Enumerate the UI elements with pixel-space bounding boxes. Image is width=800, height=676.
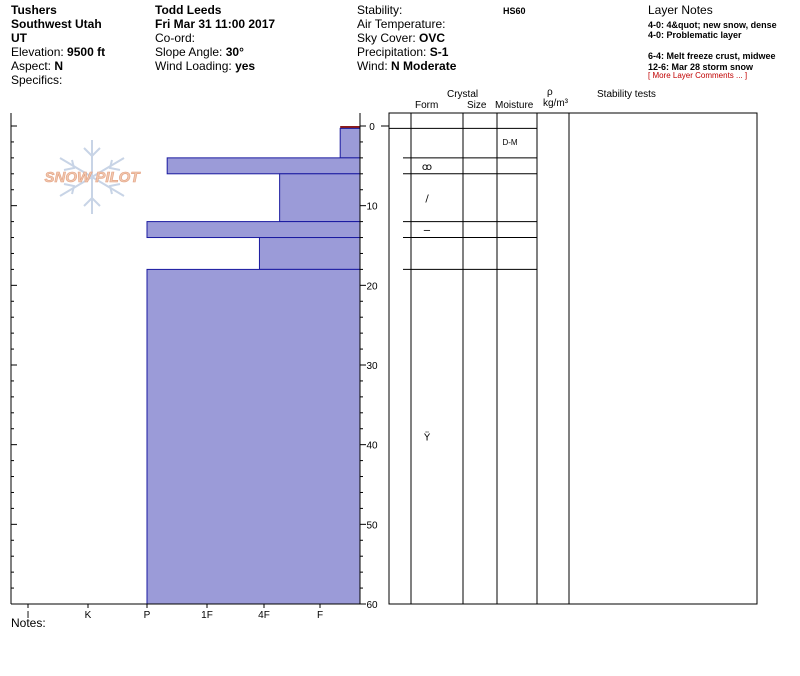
slope-label: Slope Angle: (155, 45, 223, 59)
wind-loading-label: Wind Loading: (155, 59, 232, 73)
precipitation: Precipitation: S-1 (357, 45, 448, 59)
layer-bar (146, 268, 361, 605)
layer-note: 6-4: Melt freeze crust, midwee (648, 51, 776, 61)
surface-layer-bar (340, 126, 360, 129)
more-layer-comments-link[interactable]: [ More Layer Comments ... ] (648, 71, 748, 80)
elevation: Elevation: 9500 ft (11, 45, 105, 59)
snowflake-icon (59, 140, 125, 214)
grain-form-symbol: − (423, 226, 431, 237)
stability-label: Stability: (357, 3, 403, 17)
moisture-header: Moisture (495, 100, 534, 111)
grain-form-symbol: ꝏ (422, 162, 432, 173)
aspect-label: Aspect: (11, 59, 52, 73)
hs-label: HS60 (503, 6, 526, 16)
layer-bar (258, 237, 361, 270)
layer-bar (339, 127, 361, 159)
layer-bar (166, 157, 361, 175)
hardness-tick-label: 1F (201, 610, 213, 621)
layer-table-frame (388, 112, 758, 605)
layer-bar (279, 173, 361, 223)
layer-bar (146, 221, 361, 239)
depth-tick-label: 30 (366, 361, 378, 372)
layer-notes-title: Layer Notes (648, 3, 713, 17)
aspect-value: N (54, 59, 64, 73)
hardness-tick-label: P (144, 610, 151, 621)
wind-loading-value: yes (235, 59, 256, 73)
coord-label: Co-ord: (155, 31, 196, 45)
hardness-tick-label: I (27, 610, 30, 621)
depth-tick-label: 40 (366, 441, 378, 452)
depth-tick-label: 10 (366, 202, 378, 213)
stability-tests-header: Stability tests (597, 89, 656, 100)
layer-note: 4-0: 4&quot; new snow, dense (648, 20, 777, 30)
snowpilot-logo-text: SNOW PILOT (45, 169, 142, 186)
sky-cover-label: Sky Cover: (357, 31, 416, 45)
state-name: UT (11, 31, 27, 45)
size-header: Size (467, 100, 487, 111)
layer-note: 4-0: Problematic layer (648, 30, 742, 40)
wind: Wind: N Moderate (357, 59, 456, 73)
hardness-tick-label: 4F (258, 610, 270, 621)
form-header: Form (415, 100, 439, 111)
depth-tick-label: 20 (366, 281, 378, 292)
slope-value: 30° (225, 45, 244, 59)
crystal-header: Crystal (447, 89, 479, 100)
snowpilot-logo: SNOW PILOT (44, 140, 142, 214)
layer-note: 12-6: Mar 28 storm snow (648, 62, 754, 72)
notes-label: Notes: (11, 616, 46, 630)
wind-loading: Wind Loading: yes (155, 59, 255, 73)
precip-value: S-1 (429, 45, 449, 59)
specifics-label: Specifics: (11, 73, 63, 87)
air-temp-label: Air Temperature: (357, 17, 446, 31)
grain-form-symbol: Ÿ (423, 431, 431, 444)
wind-value: N Moderate (391, 59, 457, 73)
moisture-label: D-M (502, 138, 517, 147)
sky-cover: Sky Cover: OVC (357, 31, 445, 45)
wind-label: Wind: (357, 59, 388, 73)
elevation-label: Elevation: (11, 45, 64, 59)
region-name: Southwest Utah (11, 17, 102, 31)
precip-label: Precipitation: (357, 45, 427, 59)
aspect: Aspect: N (11, 59, 63, 73)
depth-tick-label: 0 (369, 122, 375, 133)
elevation-value: 9500 ft (67, 45, 106, 59)
depth-tick-label: 50 (366, 520, 378, 531)
density-rho-header: ρ (547, 87, 553, 98)
observation-datetime: Fri Mar 31 11:00 2017 (155, 17, 276, 31)
grain-form-symbol: / (425, 194, 429, 205)
depth-tick-label: 60 (366, 600, 378, 611)
density-unit-header: kg/m³ (543, 98, 568, 109)
location-name: Tushers (11, 3, 57, 17)
hardness-tick-label: K (85, 610, 92, 621)
hardness-tick-label: F (317, 610, 323, 621)
sky-cover-value: OVC (419, 31, 446, 45)
slope-angle: Slope Angle: 30° (155, 45, 244, 59)
observer-name: Todd Leeds (155, 3, 222, 17)
